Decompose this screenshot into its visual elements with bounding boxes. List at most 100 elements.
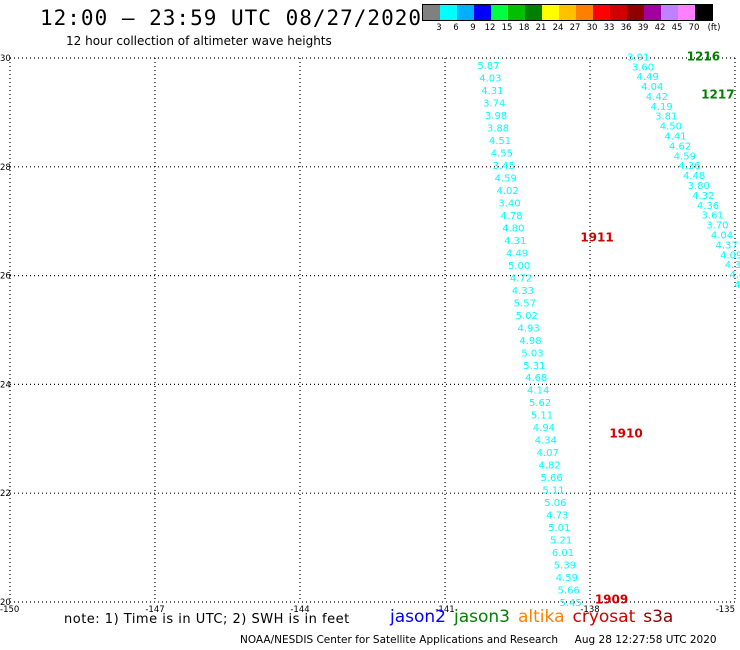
satellite-name: altika	[518, 607, 565, 627]
wave-height-value: 3.80	[688, 181, 710, 192]
x-tick-label: -147	[145, 605, 164, 615]
wave-height-value: 3.70	[706, 221, 728, 232]
legend-label: 21	[535, 23, 547, 33]
wave-height-value: 5.21	[550, 536, 572, 547]
legend-swatch	[525, 5, 542, 20]
legend-label: 18	[518, 23, 530, 33]
wave-height-value: 4.68	[525, 373, 547, 384]
legend-swatch	[593, 5, 610, 20]
legend-label: 30	[586, 23, 598, 33]
wave-height-value: 5.02	[516, 311, 538, 322]
wave-height-value: 5.45	[560, 598, 582, 609]
wave-height-value: 4.03	[479, 74, 501, 85]
wave-height-value: 4.73	[546, 511, 568, 522]
wave-height-value: 4.78	[500, 211, 522, 222]
wave-height-value: 4.02	[496, 186, 518, 197]
wave-height-value: 4.80	[502, 223, 524, 234]
wave-height-value: 5.39	[554, 561, 576, 572]
legend-label: 9	[470, 23, 476, 33]
wave-height-value: 4.00	[734, 280, 740, 291]
map-subtitle: 12 hour collection of altimeter wave hei…	[66, 34, 332, 48]
wave-height-value: 4.59	[495, 173, 517, 184]
wave-height-value: 4.41	[664, 132, 686, 143]
legend-swatch	[559, 5, 576, 20]
legend-label: 70	[688, 23, 700, 33]
wave-height-value: 4.36	[678, 161, 700, 172]
satellite-name: cryosat	[572, 607, 636, 627]
wave-height-value: 4.14	[527, 386, 549, 397]
legend-swatch	[440, 5, 457, 20]
pass-time-label: 1217	[701, 87, 734, 101]
wave-height-value: 4.36	[697, 201, 719, 212]
wave-height-value: 4.31	[481, 86, 503, 97]
legend-label: 15	[501, 23, 513, 33]
wave-height-value: 4.32	[692, 191, 714, 202]
legend-swatch	[508, 5, 525, 20]
legend-swatch	[627, 5, 644, 20]
wave-height-value: 4.72	[510, 273, 532, 284]
legend-labels: 3 6 9 12 15 18 21 24 27 30 33 36 39 42 45 70 (ft)	[422, 23, 740, 35]
wave-height-value: 3.65	[739, 290, 740, 301]
wave-height-value: 5.06	[544, 498, 566, 509]
wave-height-value: 5.00	[508, 261, 530, 272]
satellite-name: jason2	[390, 607, 446, 627]
x-tick-label: -141	[435, 605, 454, 615]
x-tick-label: -138	[580, 605, 599, 615]
credit-line: NOAA/NESDIS Center for Satellite Applica…	[240, 634, 717, 646]
wave-height-value: 4.49	[636, 72, 658, 83]
wave-height-value: 3.45	[493, 161, 515, 172]
wave-height-value: 5.01	[548, 523, 570, 534]
color-legend: 3 6 9 12 15 18 21 24 27 30 33 36 39 42 45 70 (ft)	[422, 4, 720, 33]
wave-height-value: 4.82	[539, 461, 561, 472]
wave-height-value: 5.62	[529, 398, 551, 409]
wave-height-value: 4.40	[729, 270, 740, 281]
wave-height-value: 4.33	[512, 286, 534, 297]
x-tick-label: -150	[0, 605, 19, 615]
legend-label: 36	[620, 23, 632, 33]
wave-height-value: 4.04	[711, 231, 733, 242]
wave-height-value: 4.09	[720, 250, 740, 261]
legend-swatch	[491, 5, 508, 20]
legend-swatch	[474, 5, 491, 20]
satellite-name: s3a	[643, 607, 674, 627]
pass-time-label: 1910	[609, 426, 642, 440]
x-tick-label: -144	[290, 605, 309, 615]
legend-label: 27	[569, 23, 581, 33]
y-tick-label: 20	[0, 598, 11, 608]
wave-height-value: 4.37	[716, 240, 738, 251]
legend-swatch	[542, 5, 559, 20]
wave-height-value: 4.31	[504, 236, 526, 247]
wave-height-value: 4.19	[650, 102, 672, 113]
legend-label: 45	[671, 23, 683, 33]
legend-swatch	[576, 5, 593, 20]
wave-height-value: 4.93	[517, 323, 539, 334]
wave-height-value: 3.81	[655, 112, 677, 123]
wave-height-value: 4.48	[683, 171, 705, 182]
pass-time-label: 1909	[595, 592, 628, 606]
wave-height-value: 3.40	[498, 198, 520, 209]
wave-height-value: 4.07	[537, 448, 559, 459]
wave-height-value: 4.49	[506, 248, 528, 259]
y-tick-label: 24	[0, 380, 11, 390]
legend-swatches	[422, 4, 713, 21]
legend-label: 33	[603, 23, 615, 33]
legend-label: 39	[637, 23, 649, 33]
wave-height-value: 3.61	[702, 211, 724, 222]
legend-label: 3	[436, 23, 442, 33]
legend-label: 12	[484, 23, 496, 33]
wave-height-value: 3.74	[483, 99, 505, 110]
footer-note: note: 1) Time is in UTC; 2) SWH is in fe…	[64, 612, 350, 627]
wave-height-value: 5.03	[521, 348, 543, 359]
wave-height-value: 5.11	[542, 486, 564, 497]
legend-label: 24	[552, 23, 564, 33]
y-tick-label: 26	[0, 272, 11, 282]
wave-height-value: 5.87	[477, 61, 499, 72]
y-tick-label: 30	[0, 54, 11, 64]
wave-height-value: 4.94	[533, 423, 555, 434]
wave-height-value: 4.98	[519, 336, 541, 347]
wave-height-value: 3.60	[632, 62, 654, 73]
pass-time-label: 1216	[687, 49, 720, 63]
legend-swatch	[610, 5, 627, 20]
wave-height-value: 4.59	[556, 573, 578, 584]
